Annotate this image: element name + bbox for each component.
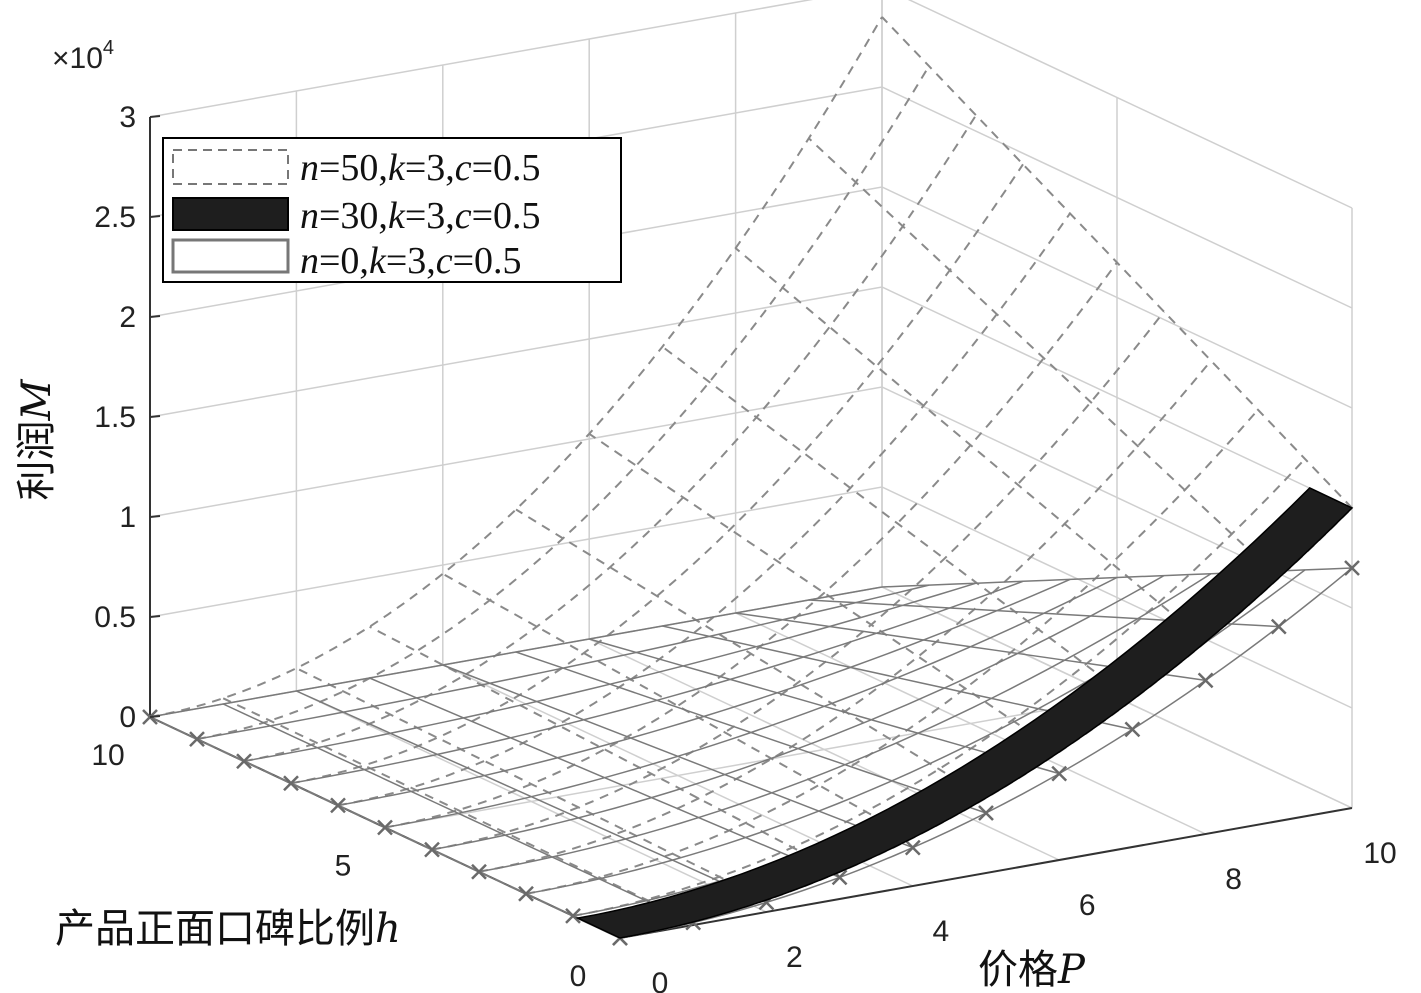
x-axis-title: 价格P [978, 947, 1086, 993]
x-tick-label: 10 [1363, 837, 1396, 870]
series-n50-mesh-line [881, 16, 1353, 509]
z-tick-label: 1.5 [94, 401, 136, 434]
series-n0-marker [1344, 560, 1360, 576]
series-n0-marker [1124, 721, 1141, 738]
z-tick-label: 0.5 [94, 601, 136, 634]
svg-text:利润M: 利润M [14, 378, 60, 500]
z-tick-label: 1 [119, 501, 136, 534]
series-n50-mesh-line [222, 697, 694, 923]
series-n0-marker [236, 753, 252, 770]
series-n50-mesh-line [431, 310, 1165, 851]
series-n0-marker [565, 908, 581, 924]
series-n0-marker [518, 885, 534, 902]
z-gridline [149, 0, 1353, 209]
z-tick-mark [149, 715, 161, 718]
x-tick-label: 2 [786, 941, 803, 974]
series-n0-marker [978, 805, 994, 821]
z-tick-mark [149, 615, 161, 618]
z-tick-mark [149, 515, 161, 518]
series-n50-mesh-line [369, 625, 841, 873]
series-n0-marker [1197, 672, 1214, 689]
series-n0-marker [424, 841, 440, 858]
series-n0-mesh-line [243, 582, 977, 762]
z-tick-label: 0 [119, 701, 136, 734]
series-n0-mesh-line [515, 651, 987, 814]
series-n0-marker [189, 731, 205, 747]
x-tick-label: 8 [1225, 863, 1242, 896]
z-tick-mark [149, 115, 161, 118]
z-tick-label: 3 [119, 101, 136, 134]
series-n50-mesh-line [588, 432, 1060, 753]
y-axis-title: 产品正面口碑比例h [55, 906, 401, 952]
series-n0-mesh-line [588, 638, 1060, 775]
legend-label-2: n=0,k=3,c=0.5 [300, 240, 522, 282]
z-tick-label: 2 [119, 301, 136, 334]
series-n0-marker [377, 819, 393, 836]
surfaces [142, 16, 1360, 946]
z-tick-mark [149, 215, 161, 218]
series-n50-mesh-line [515, 508, 987, 799]
x-tick-label: 0 [652, 967, 669, 993]
series-n50-mesh-line [442, 572, 914, 839]
series-n50-mesh-line [243, 114, 977, 763]
z-exponent: ×104 [52, 37, 114, 75]
legend-label-1: n=30,k=3,c=0.5 [300, 195, 541, 237]
z-tick-mark [149, 415, 161, 418]
h-floor-gridline [384, 696, 1118, 829]
z-tick-mark [149, 315, 161, 318]
y-tick-label: 10 [91, 739, 124, 772]
series-n50-mesh-line [808, 137, 1280, 579]
series-n0-marker [283, 775, 299, 792]
z-axis-var: M [14, 378, 60, 421]
series-n0-mesh-line [222, 703, 694, 924]
x-axis-line [619, 807, 1353, 939]
z-axis-label: 利润 [14, 420, 60, 500]
series-n0-marker [330, 797, 346, 814]
legend-swatch-markers [171, 238, 290, 274]
series-n0-marker [471, 863, 487, 880]
z-tick-label: 2.5 [94, 201, 136, 234]
y-tick-label: 0 [570, 960, 587, 993]
series-n50-mesh-line [290, 163, 1024, 785]
series-n50-mesh-line [149, 16, 883, 718]
legend-label-0: n=50,k=3,c=0.5 [300, 147, 541, 189]
z-axis-title: 利润M [14, 378, 60, 500]
series-n30-surface [575, 487, 1354, 939]
series-n0-mesh-line [442, 664, 914, 849]
legend: n=50,k=3,c=0.5 n=30,k=3,c=0.5 n=0,k=3,c=… [162, 137, 622, 283]
legend-swatch-filled [172, 197, 289, 231]
series-n0-marker [1051, 765, 1068, 782]
x-tick-label: 6 [1079, 889, 1096, 922]
series-n0-mesh-line [369, 677, 840, 879]
series-n50-mesh-line [661, 345, 1134, 701]
x-tick-label: 4 [932, 915, 949, 948]
series-n0-mesh-line [296, 690, 767, 904]
y-tick-label: 5 [335, 850, 352, 883]
series-n50-mesh-line [572, 458, 1306, 917]
series-n0-marker [904, 839, 921, 856]
series-n0-marker [1270, 618, 1287, 635]
tick-labels: 0 0.5 1 1.5 2 2.5 3 0 2 4 6 8 10 0 5 10 [91, 101, 1396, 993]
